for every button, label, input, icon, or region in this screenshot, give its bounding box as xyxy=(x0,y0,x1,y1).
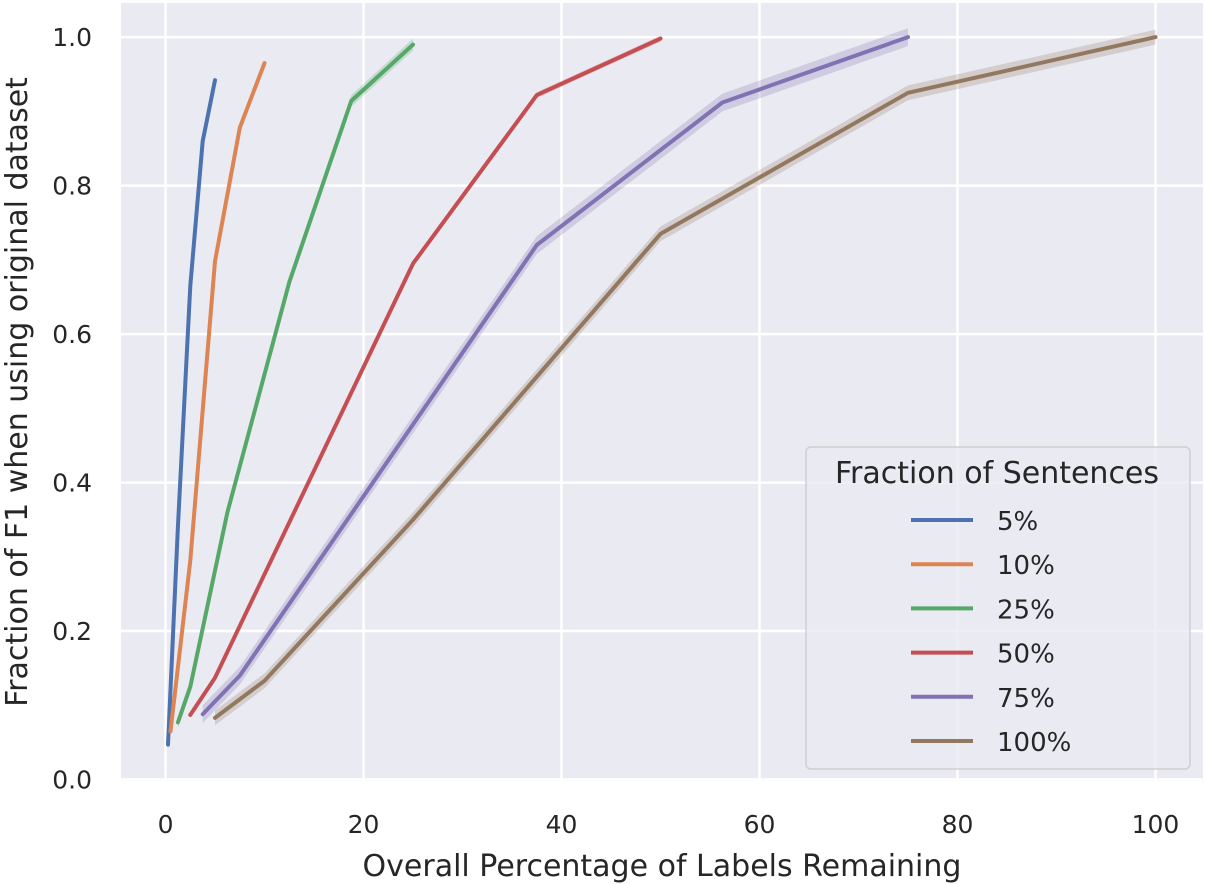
y-tick-label: 1.0 xyxy=(52,23,92,52)
y-tick-label: 0.2 xyxy=(52,617,92,646)
series-line-50pct xyxy=(188,36,663,717)
x-tick-label: 40 xyxy=(546,810,578,839)
legend-label-5pct: 5% xyxy=(997,507,1038,537)
x-tick-label: 80 xyxy=(942,810,974,839)
legend-items: 5% 10% 25% 50% 75% 100% xyxy=(911,507,1071,758)
x-tick-labels: 0 20 40 60 80 100 xyxy=(158,810,1180,839)
x-axis-label: Overall Percentage of Labels Remaining xyxy=(363,849,962,884)
legend: Fraction of Sentences 5% 10% 25% 50% 75% 100% xyxy=(805,446,1191,770)
y-tick-label: 0.0 xyxy=(52,766,92,795)
x-tick-label: 20 xyxy=(348,810,380,839)
legend-label-10pct: 10% xyxy=(997,551,1055,581)
y-tick-label: 0.6 xyxy=(52,320,92,349)
legend-title: Fraction of Sentences xyxy=(835,456,1159,491)
x-tick-label: 100 xyxy=(1132,810,1180,839)
y-tick-labels: 0.0 0.2 0.4 0.6 0.8 1.0 xyxy=(52,23,92,794)
y-axis-label: Fraction of F1 when using original datas… xyxy=(0,77,35,707)
legend-label-50pct: 50% xyxy=(997,640,1055,670)
series-line-5pct xyxy=(166,78,217,747)
series-line-100pct xyxy=(213,35,1158,720)
legend-label-75pct: 75% xyxy=(997,684,1055,714)
y-tick-label: 0.4 xyxy=(52,469,92,498)
series-line-25pct xyxy=(175,42,415,725)
series-line-75pct xyxy=(200,35,910,717)
legend-box xyxy=(805,446,1191,770)
series-line-10pct xyxy=(168,61,267,734)
series-lines xyxy=(166,35,1158,747)
legend-label-25pct: 25% xyxy=(997,595,1055,625)
x-tick-label: 0 xyxy=(158,810,174,839)
grid xyxy=(121,3,1203,781)
x-tick-label: 60 xyxy=(744,810,776,839)
y-tick-label: 0.8 xyxy=(52,172,92,201)
legend-label-100pct: 100% xyxy=(997,728,1071,758)
